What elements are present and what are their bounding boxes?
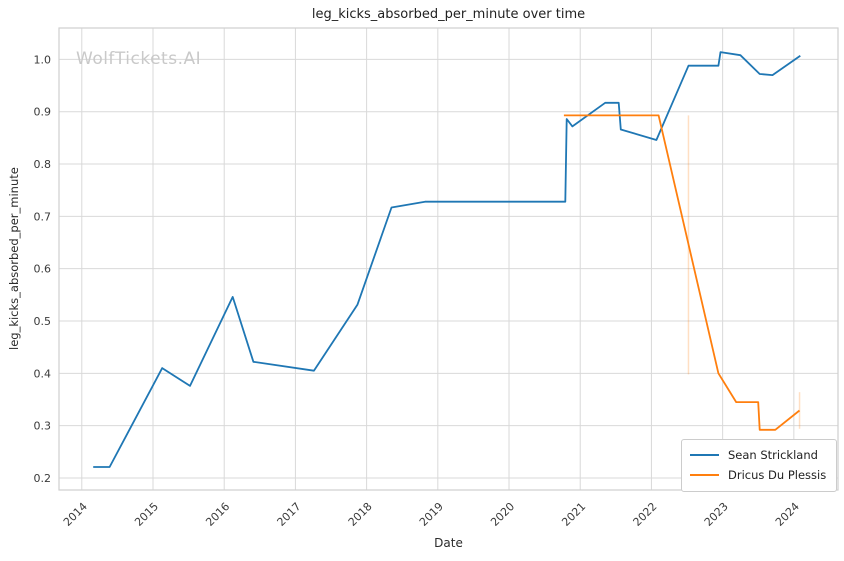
y-tick-label-0.5: 0.5 bbox=[34, 315, 52, 328]
y-tick-label-0.7: 0.7 bbox=[34, 210, 52, 223]
x-tick-label-2014: 2014 bbox=[61, 500, 90, 529]
legend-item-label: Dricus Du Plessis bbox=[728, 468, 827, 482]
x-tick-label-2019: 2019 bbox=[417, 500, 446, 529]
y-tick-label-0.6: 0.6 bbox=[34, 263, 52, 276]
x-tick-label-2018: 2018 bbox=[346, 500, 375, 529]
axis-tick-labels: 2014 2015 2016 2017 2018 2019 2020 2021 2022 2023… bbox=[34, 53, 802, 529]
plot-border bbox=[58, 27, 839, 491]
x-tick-label-2020: 2020 bbox=[488, 500, 517, 529]
series-line-dricus-du-plessis bbox=[563, 114, 801, 431]
y-tick-label-0.4: 0.4 bbox=[34, 367, 52, 380]
legend-line-swatch bbox=[690, 454, 719, 456]
plot-frame bbox=[58, 27, 839, 491]
series-lines bbox=[93, 51, 801, 468]
legend-item-sean-strickland: Sean Strickland bbox=[690, 445, 828, 465]
y-tick-label-1.0: 1.0 bbox=[34, 53, 52, 66]
legend-line-swatch bbox=[690, 474, 719, 476]
legend-item-dricus-du-plessis: Dricus Du Plessis bbox=[690, 465, 828, 485]
y-tick-label-0.3: 0.3 bbox=[34, 420, 52, 433]
legend: Sean Strickland Dricus Du Plessis bbox=[681, 439, 837, 492]
y-tick-label-0.8: 0.8 bbox=[34, 158, 52, 171]
error-bars bbox=[687, 115, 801, 429]
y-tick-label-0.2: 0.2 bbox=[34, 472, 52, 485]
watermark: WolfTickets.AI bbox=[76, 49, 202, 69]
x-tick-label-2016: 2016 bbox=[203, 500, 232, 529]
x-tick-label-2023: 2023 bbox=[702, 500, 731, 529]
y-axis-label: leg_kicks_absorbed_per_minute bbox=[7, 167, 21, 351]
x-tick-label-2017: 2017 bbox=[275, 500, 304, 529]
chart-title: leg_kicks_absorbed_per_minute over time bbox=[311, 7, 586, 22]
x-tick-label-2015: 2015 bbox=[132, 500, 161, 529]
x-axis-label: Date bbox=[434, 536, 463, 550]
x-tick-label-2024: 2024 bbox=[773, 500, 802, 529]
series-line-sean-strickland bbox=[93, 51, 801, 468]
x-tick-label-2021: 2021 bbox=[559, 500, 588, 529]
grid bbox=[59, 28, 838, 490]
legend-item-label: Sean Strickland bbox=[728, 448, 818, 462]
x-tick-label-2022: 2022 bbox=[631, 500, 660, 529]
y-tick-label-0.9: 0.9 bbox=[34, 106, 52, 119]
